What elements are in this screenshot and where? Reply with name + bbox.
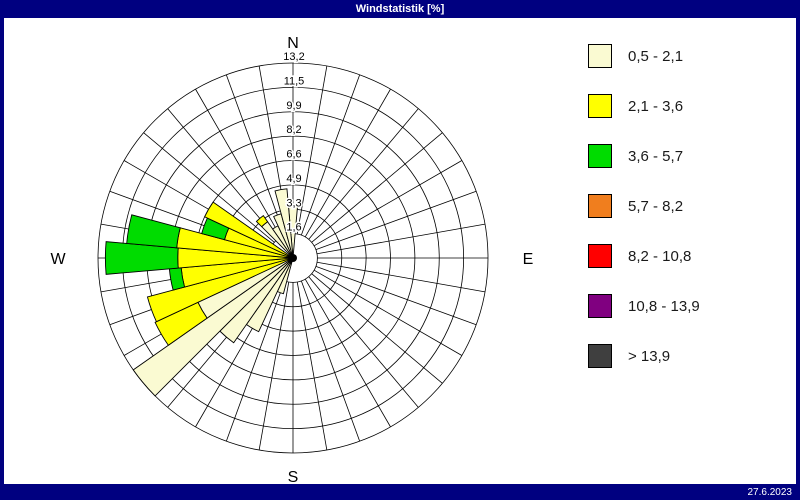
ring-label: 3,3 [286, 197, 301, 209]
petal-segment [204, 201, 294, 259]
grid-spoke [225, 280, 286, 442]
legend-item: 3,6 - 5,7 [588, 144, 788, 168]
legend-color-swatch [588, 194, 612, 218]
grid-spoke [225, 74, 286, 236]
compass-label-west: W [50, 251, 66, 268]
legend-item-label: 10,8 - 13,9 [628, 297, 700, 315]
legend-item-label: 0,5 - 2,1 [628, 47, 684, 65]
window-title: Windstatistik [%] [355, 3, 445, 15]
legend-item-label: > 13,9 [628, 347, 671, 365]
grid-spoke [143, 132, 275, 243]
legend-item-label: 3,6 - 5,7 [628, 147, 684, 165]
grid-spoke [304, 278, 391, 428]
compass-label-south: S [288, 469, 299, 484]
petal-segment [126, 214, 181, 249]
legend-item: 5,7 - 8,2 [588, 194, 788, 218]
ring-label: 13,2 [283, 51, 304, 63]
ring-label: 9,9 [286, 100, 301, 112]
legend-item-label: 8,2 - 10,8 [628, 247, 692, 265]
grid-spoke [311, 273, 443, 384]
grid-spoke [311, 132, 443, 243]
legend-color-swatch [588, 44, 612, 68]
grid-spoke [316, 261, 486, 293]
legend-item: 0,5 - 2,1 [588, 44, 788, 68]
legend-item: 10,8 - 13,9 [588, 294, 788, 318]
date-label: 27.6.2023 [747, 486, 793, 498]
grid-spoke [308, 276, 419, 408]
ring-label: 8,2 [286, 124, 301, 136]
legend-item: 8,2 - 10,8 [588, 244, 788, 268]
grid-spoke [316, 223, 486, 255]
compass-label-east: E [523, 251, 534, 268]
grid-spoke [315, 190, 477, 251]
grid-spoke [300, 74, 361, 236]
grid-spoke [195, 88, 282, 238]
legend-color-swatch [588, 344, 612, 368]
grid-spoke [313, 269, 463, 356]
ring-label: 6,6 [286, 149, 301, 161]
status-bar: 27.6.2023 [0, 484, 800, 500]
legend-color-swatch [588, 244, 612, 268]
grid-spoke [258, 281, 290, 451]
legend-color-swatch [588, 144, 612, 168]
petal-segment [274, 188, 294, 259]
petal-segment [288, 205, 298, 259]
rose-center [289, 254, 297, 262]
legend-color-swatch [588, 94, 612, 118]
grid-spoke [296, 65, 328, 235]
legend-item-label: 2,1 - 3,6 [628, 97, 684, 115]
legend-item: > 13,9 [588, 344, 788, 368]
grid-spoke [300, 280, 361, 442]
grid-spoke [304, 88, 391, 238]
grid-spoke [315, 265, 477, 326]
legend-item: 2,1 - 3,6 [588, 94, 788, 118]
content-area: 1,6 3,3 4,9 6,6 8,2 9,9 11,5 13,2 N S E W 0,5 - 2,1… [4, 18, 796, 484]
grid-spoke [296, 281, 328, 451]
legend-item-label: 5,7 - 8,2 [628, 197, 684, 215]
grid-spoke [308, 108, 419, 240]
ring-label: 1,6 [286, 222, 301, 234]
ring-label: 4,9 [286, 173, 301, 185]
compass-label-north: N [287, 35, 299, 52]
legend: 0,5 - 2,1 2,1 - 3,6 3,6 - 5,7 5,7 - 8,2 … [588, 44, 788, 394]
legend-color-swatch [588, 294, 612, 318]
wind-rose-chart: 1,6 3,3 4,9 6,6 8,2 9,9 11,5 13,2N S E W [50, 35, 534, 484]
grid-spoke [167, 108, 278, 240]
grid-spoke [313, 160, 463, 247]
title-bar: Windstatistik [%] [0, 0, 800, 18]
petal-segment [255, 215, 269, 228]
ring-label: 11,5 [284, 75, 305, 87]
